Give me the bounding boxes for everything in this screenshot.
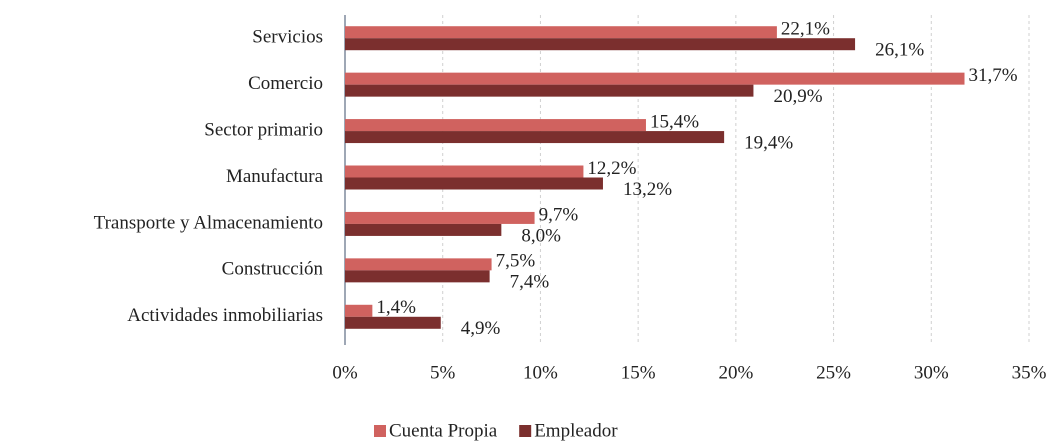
value-label: 9,7% [539,204,579,225]
y-tick-label: Comercio [248,73,323,94]
bar [345,119,646,132]
legend-swatch [519,425,532,437]
value-label: 13,2% [623,179,672,200]
value-label: 7,4% [510,272,550,293]
bar [345,211,535,224]
legend-label: Cuenta Propia [389,420,498,441]
value-label: 26,1% [875,40,924,61]
bar [345,177,603,190]
bar [345,258,492,271]
y-tick-label: Sector primario [204,119,323,140]
legend-label: Empleador [534,420,618,441]
y-tick-label: Actividades inmobiliarias [127,305,323,326]
y-tick-label: Servicios [252,27,323,48]
y-tick-label: Manufactura [226,166,324,187]
bar [345,270,490,283]
bar [345,84,754,97]
bar [345,72,965,85]
value-label: 4,9% [461,318,501,339]
x-tick-label: 30% [914,362,949,383]
y-tick-label: Transporte y Almacenamiento [94,212,323,233]
x-tick-label: 0% [332,362,358,383]
bar [345,131,725,144]
bar [345,316,441,329]
x-tick-label: 15% [621,362,656,383]
bar [345,26,777,39]
value-label: 31,7% [969,65,1018,86]
bar [345,165,584,178]
value-label: 22,1% [781,19,830,40]
value-label: 1,4% [376,297,416,318]
legend-swatch [374,425,386,437]
x-tick-label: 25% [816,362,851,383]
value-label: 20,9% [773,86,822,107]
bar [345,304,373,317]
value-label: 15,4% [650,111,699,132]
x-tick-label: 35% [1012,362,1047,383]
bar [345,38,856,51]
y-tick-label: Construcción [222,259,324,280]
x-tick-label: 20% [718,362,753,383]
x-tick-label: 5% [430,362,456,383]
value-label: 19,4% [744,132,793,153]
value-label: 8,0% [521,225,561,246]
x-tick-label: 10% [523,362,558,383]
value-label: 12,2% [587,158,636,179]
value-label: 7,5% [496,251,536,272]
bar [345,223,502,236]
